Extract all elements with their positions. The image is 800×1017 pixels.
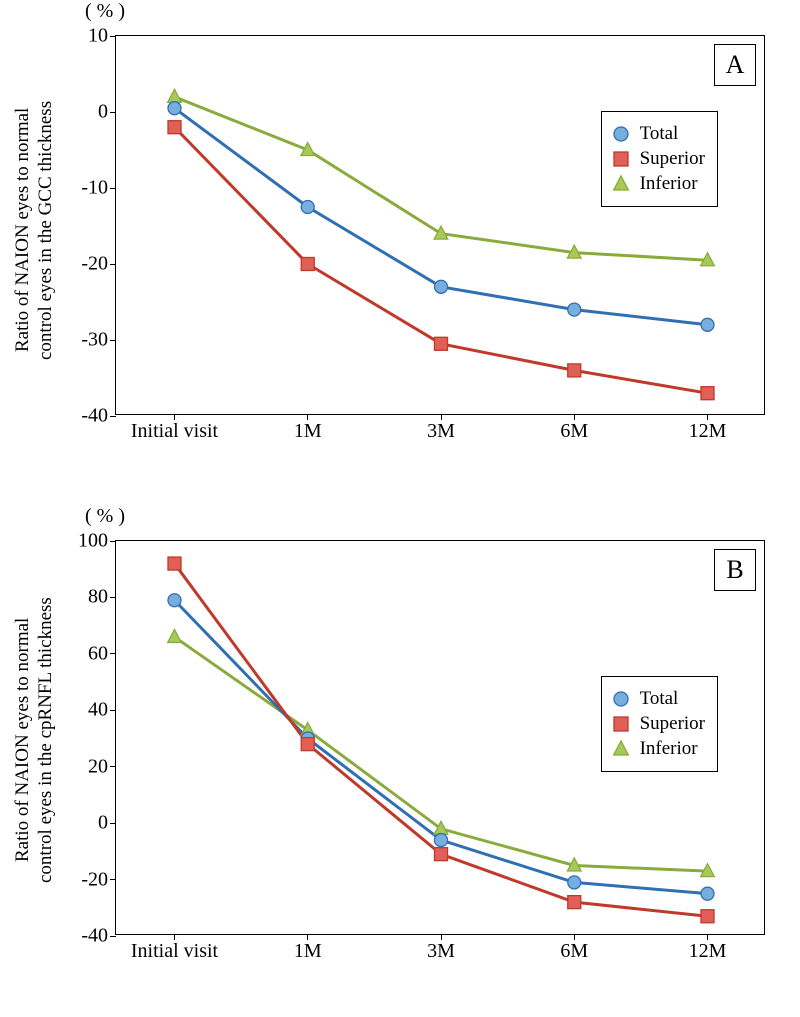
legend-item-inferior: Inferior (612, 173, 705, 195)
legend-item-superior: Superior (612, 713, 705, 735)
y-tick-label: -40 (81, 925, 108, 948)
y-axis-label-b: Ratio of NAION eyes to normal control ey… (12, 550, 58, 930)
x-tick-label: 1M (294, 940, 322, 963)
y-tick-label: -20 (81, 868, 108, 891)
x-tick-label: 12M (689, 420, 727, 443)
plot-area-a: -40-30-20-10010Initial visit1M3M6M12MATo… (115, 35, 765, 415)
y-tick-label: -20 (81, 253, 108, 276)
legend-item-total: Total (612, 123, 705, 145)
legend-label: Superior (640, 148, 705, 170)
triangle-icon (612, 175, 630, 193)
x-tick-label: Initial visit (131, 940, 218, 963)
circle-icon (612, 690, 630, 708)
panel-letter: A (714, 44, 756, 86)
circle-icon (612, 125, 630, 143)
legend-label: Inferior (640, 173, 698, 195)
legend-item-total: Total (612, 688, 705, 710)
y-tick-label: -10 (81, 177, 108, 200)
x-tick-label: 6M (560, 420, 588, 443)
legend: Total Superior Inferior (601, 111, 718, 207)
legend: Total Superior Inferior (601, 676, 718, 772)
legend-label: Superior (640, 713, 705, 735)
x-tick-label: 6M (560, 940, 588, 963)
y-tick-label: 0 (98, 101, 108, 124)
x-tick-label: 3M (427, 420, 455, 443)
x-tick-label: 12M (689, 940, 727, 963)
chart-svg (116, 36, 764, 414)
panel-letter: B (714, 549, 756, 591)
legend-label: Inferior (640, 738, 698, 760)
x-tick-label: Initial visit (131, 420, 218, 443)
y-tick-label: -30 (81, 329, 108, 352)
panel-a: ( % ) Ratio of NAION eyes to normal cont… (0, 0, 800, 490)
y-axis-label-a: Ratio of NAION eyes to normal control ey… (12, 50, 58, 410)
x-tick-label: 1M (294, 420, 322, 443)
y-tick-label: 40 (88, 699, 108, 722)
y-tick-label: 60 (88, 642, 108, 665)
y-tick-label: 0 (98, 812, 108, 835)
square-icon (612, 715, 630, 733)
triangle-icon (612, 740, 630, 758)
y-tick-label: 80 (88, 586, 108, 609)
legend-label: Total (640, 123, 679, 145)
legend-item-superior: Superior (612, 148, 705, 170)
y-tick-label: 100 (78, 530, 108, 553)
legend-label: Total (640, 688, 679, 710)
y-unit-b: ( % ) (85, 505, 125, 528)
panel-b: ( % ) Ratio of NAION eyes to normal cont… (0, 500, 800, 1010)
y-tick-label: 10 (88, 25, 108, 48)
y-unit-a: ( % ) (85, 0, 125, 23)
y-tick-label: -40 (81, 405, 108, 428)
plot-area-b: -40-20020406080100Initial visit1M3M6M12M… (115, 540, 765, 935)
x-tick-label: 3M (427, 940, 455, 963)
square-icon (612, 150, 630, 168)
legend-item-inferior: Inferior (612, 738, 705, 760)
y-tick-label: 20 (88, 755, 108, 778)
